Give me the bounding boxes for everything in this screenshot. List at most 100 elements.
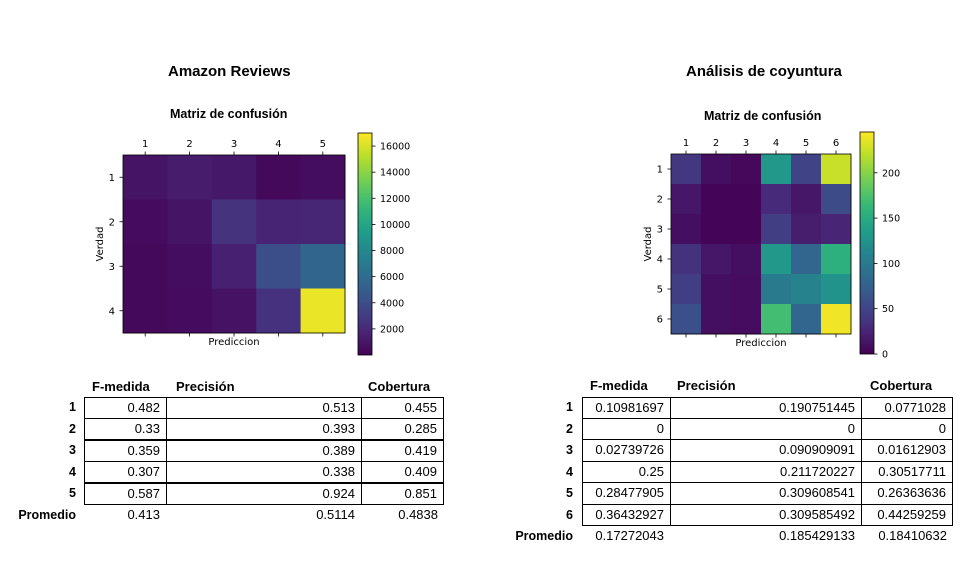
row-label: 3	[69, 443, 76, 457]
table-cell-cobertura: 0.409	[361, 461, 444, 483]
colorbar	[357, 132, 373, 356]
heatmap-cell-r1-c5	[300, 155, 346, 200]
table-cell-f-medida: 0.307	[84, 461, 166, 483]
table-cell-cobertura: 0.419	[361, 440, 444, 462]
heatmap-cell-r1-c3	[731, 154, 762, 185]
heatmap-cell-r3-c3	[731, 214, 762, 245]
panel-title-coyuntura: Análisis de coyuntura	[686, 63, 842, 80]
table-cell-f-medida: 0.17272043	[595, 528, 664, 543]
row-label: 2	[69, 421, 76, 436]
y-tick-label: 2	[109, 217, 115, 228]
x-tick-label: 1	[683, 138, 689, 149]
heatmap-cell-r4-c4	[761, 244, 792, 275]
heatmap-cell-r5-c3	[731, 274, 762, 305]
x-axis-label: Prediccion	[208, 337, 259, 348]
heatmap-cell-r3-c3	[211, 244, 257, 289]
table-cell-cobertura: 0.30517711	[861, 461, 953, 483]
heatmap-cell-r4-c2	[167, 288, 213, 334]
table-cell-cobertura: 0.01612903	[861, 440, 953, 462]
table-cell-precision: 0.513	[166, 397, 361, 419]
colorbar-tick-label: 150	[882, 214, 900, 225]
table-cell-cobertura: 0.851	[361, 483, 444, 505]
y-tick-label: 5	[657, 285, 663, 296]
table-cell-precision: 0.211720227	[670, 461, 861, 483]
row-label: 1	[566, 400, 573, 414]
x-tick-label: 3	[743, 138, 749, 149]
heatmap-cell-r5-c1	[671, 274, 702, 305]
table-cell-cobertura: 0	[861, 418, 953, 440]
heatmap-cell-r2-c2	[167, 199, 213, 245]
colorbar-tick-label: 16000	[380, 142, 410, 153]
table-cell-precision: 0.393	[166, 418, 361, 440]
x-tick-label: 5	[803, 138, 809, 149]
heatmap-cell-r3-c2	[701, 214, 732, 245]
y-axis-label: Verdad	[95, 227, 106, 262]
y-tick-label: 3	[657, 225, 663, 236]
heatmap-cell-r3-c6	[821, 214, 852, 245]
row-label: 6	[566, 507, 573, 522]
heatmap-cell-r5-c2	[701, 274, 732, 305]
y-tick-label: 1	[109, 173, 115, 184]
table-cell-f-medida: 0.10981697	[582, 397, 670, 419]
row-label: 1	[69, 400, 76, 414]
table-cell-cobertura: 0.26363636	[861, 483, 953, 505]
col-header-f-medida: F-medida	[590, 378, 648, 393]
table-cell-precision: 0.924	[166, 483, 361, 505]
colorbar-tick-label: 100	[882, 259, 900, 270]
table-cell-f-medida: 0.36432927	[582, 504, 670, 526]
x-tick-label: 2	[186, 139, 192, 150]
row-label: 5	[566, 486, 573, 500]
row-label-promedio: Promedio	[18, 507, 76, 522]
col-header-cobertura: Cobertura	[870, 378, 933, 393]
chart-title-amazon: Matriz de confusión	[170, 107, 288, 121]
heatmap-cell-r2-c4	[256, 199, 302, 245]
colorbar-tick-label: 0	[882, 350, 888, 361]
x-tick-label: 2	[713, 138, 719, 149]
x-tick-label: 1	[142, 139, 148, 150]
heatmap-cell-r3-c4	[761, 214, 792, 245]
heatmap-cell-r4-c4	[256, 288, 302, 334]
heatmap-cell-r1-c1	[123, 155, 168, 200]
heatmap-cell-r4-c5	[791, 244, 822, 275]
x-tick-label: 3	[231, 139, 237, 150]
colorbar-tick-label: 4000	[380, 298, 404, 309]
table-cell-precision: 0.338	[166, 461, 361, 483]
x-tick-label: 4	[275, 139, 281, 150]
table-cell-f-medida: 0.28477905	[582, 483, 670, 505]
y-tick-label: 4	[657, 255, 663, 266]
heatmap-cell-r4-c1	[123, 288, 168, 334]
heatmap-cell-r2-c5	[791, 184, 822, 215]
heatmap-cell-r2-c6	[821, 184, 852, 215]
heatmap-cell-r1-c3	[211, 155, 257, 200]
heatmap-cell-r1-c4	[761, 154, 792, 185]
table-cell-f-medida: 0.359	[84, 440, 166, 462]
row-label: 5	[69, 486, 76, 500]
heatmap-cell-r1-c2	[167, 155, 213, 200]
heatmap-cell-r1-c5	[791, 154, 822, 185]
colorbar-tick-label: 14000	[380, 168, 410, 179]
row-label-promedio: Promedio	[515, 529, 573, 543]
col-header-cobertura: Cobertura	[368, 379, 431, 394]
heatmap-cell-r5-c4	[761, 274, 792, 305]
y-axis-label: Verdad	[643, 227, 654, 262]
chart-title-coyuntura: Matriz de confusión	[704, 109, 822, 123]
heatmap-cell-r1-c6	[821, 154, 852, 185]
heatmap-cell-r2-c4	[761, 184, 792, 215]
table-cell-cobertura: 0.455	[361, 397, 444, 419]
heatmap-cell-r6-c4	[761, 304, 792, 335]
row-label: 2	[566, 421, 573, 436]
heatmap-cell-r4-c3	[731, 244, 762, 275]
heatmap-cell-r2-c3	[731, 184, 762, 215]
col-header-f-medida: F-medida	[92, 379, 150, 394]
colorbar-tick-label: 50	[882, 304, 894, 315]
heatmap-cell-r2-c1	[123, 199, 168, 245]
table-cell-f-medida: 0.33	[84, 418, 166, 440]
table-cell-precision: 0.190751445	[670, 397, 861, 419]
table-cell-cobertura: 0.0771028	[861, 397, 953, 419]
x-axis-label: Prediccion	[735, 338, 786, 349]
table-cell-precision: 0.309585492	[670, 504, 861, 526]
col-header-precision: Precisión	[176, 379, 235, 394]
table-cell-f-medida: 0.413	[127, 506, 160, 522]
heatmap-cell-r2-c1	[671, 184, 702, 215]
